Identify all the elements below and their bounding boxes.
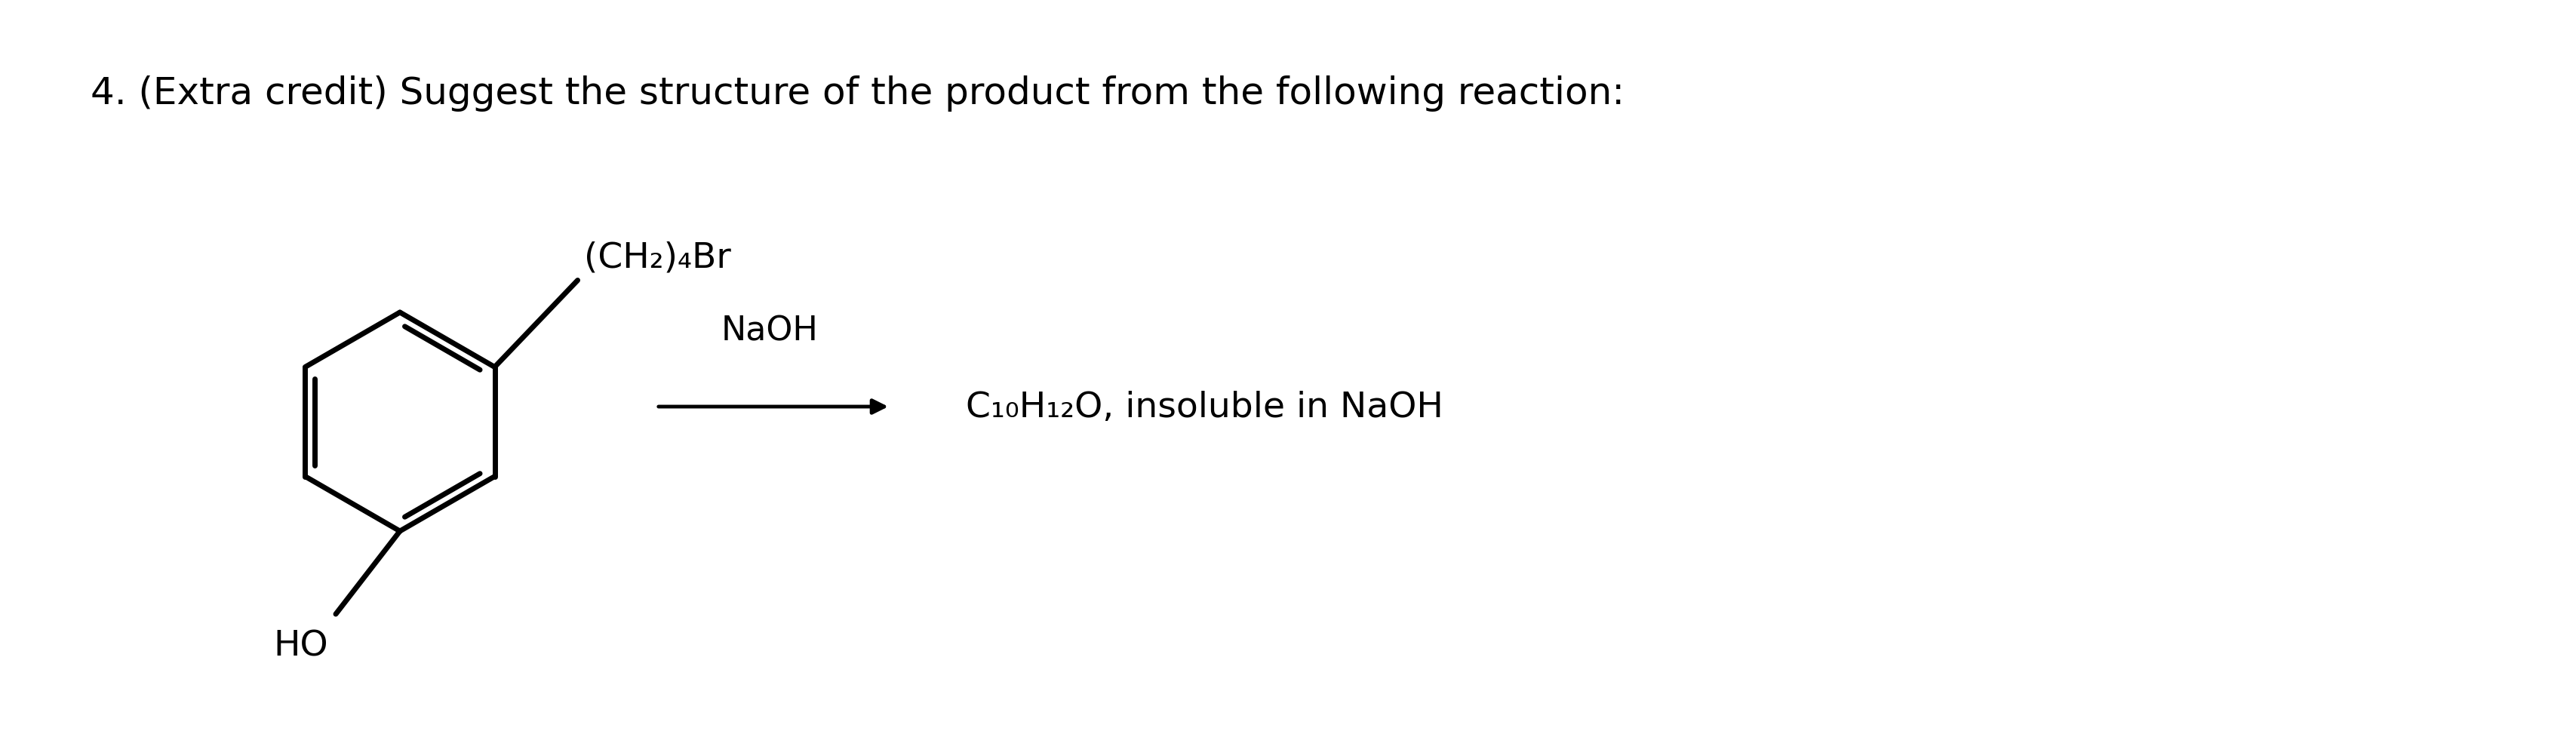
Text: 4. (Extra credit) Suggest the structure of the product from the following reacti: 4. (Extra credit) Suggest the structure … — [90, 75, 1625, 112]
Text: HO: HO — [273, 629, 327, 663]
Text: C₁₀H₁₂O, insoluble in NaOH: C₁₀H₁₂O, insoluble in NaOH — [966, 390, 1443, 424]
Text: (CH₂)₄Br: (CH₂)₄Br — [585, 240, 732, 275]
Text: NaOH: NaOH — [721, 314, 819, 346]
